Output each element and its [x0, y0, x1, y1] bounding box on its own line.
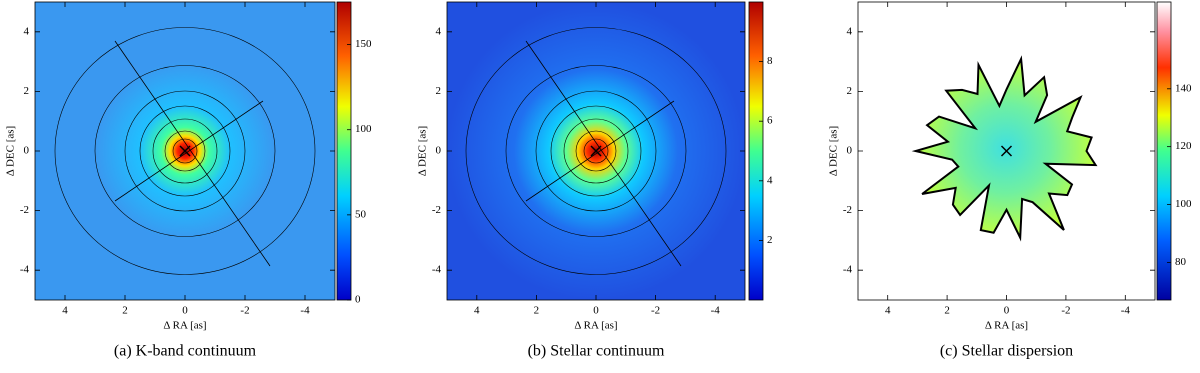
- x-tick-label: 2: [534, 305, 540, 317]
- y-tick-label: -4: [432, 264, 442, 276]
- contour: [535, 90, 657, 212]
- colorbar-tick-label: 120: [1175, 140, 1192, 152]
- y-tick-label: -2: [843, 204, 852, 216]
- y-tick-label: 4: [24, 25, 30, 37]
- y-tick-label: 0: [436, 145, 442, 157]
- y-axis-label: Δ DEC [as]: [5, 126, 17, 176]
- axis-line: [525, 40, 682, 267]
- contour: [54, 27, 316, 275]
- x-tick-label: -2: [651, 305, 660, 317]
- center-marker: [590, 145, 602, 157]
- colorbar-tick-label: 140: [1175, 82, 1192, 94]
- x-tick-label: 2: [944, 305, 950, 317]
- colorbar-tick-label: 4: [767, 174, 773, 186]
- x-tick-label: 0: [593, 305, 599, 317]
- y-tick-label: -4: [20, 264, 30, 276]
- y-tick-label: -4: [843, 264, 853, 276]
- colorbar: [336, 1, 352, 301]
- colorbar-tick-label: 0: [355, 294, 361, 306]
- y-tick-label: -2: [20, 204, 29, 216]
- caption: (c) Stellar dispersion: [940, 343, 1073, 360]
- x-axis-label: Δ RA [as]: [163, 320, 206, 332]
- x-tick-label: -2: [240, 305, 249, 317]
- x-tick-label: -4: [711, 305, 721, 317]
- x-tick-label: 4: [885, 305, 891, 317]
- contour: [505, 65, 687, 237]
- caption: (a) K-band continuum: [114, 343, 257, 360]
- y-axis-label: Δ DEC [as]: [417, 126, 429, 176]
- y-tick-label: -2: [432, 204, 441, 216]
- contour: [94, 65, 276, 237]
- y-tick-label: 0: [847, 145, 853, 157]
- contour: [583, 138, 609, 164]
- contour: [575, 130, 617, 172]
- x-tick-label: 4: [62, 305, 68, 317]
- colorbar-tick-label: 150: [355, 38, 372, 50]
- colorbar-tick-label: 100: [1175, 198, 1192, 210]
- contour: [172, 138, 198, 164]
- x-tick-label: -4: [1121, 305, 1131, 317]
- contour: [164, 130, 206, 172]
- contour: [465, 27, 727, 275]
- x-tick-label: 2: [122, 305, 128, 317]
- contour: [550, 105, 642, 197]
- center-marker: [179, 145, 191, 157]
- colorbar-tick-label: 8: [767, 55, 773, 67]
- x-axis-label: Δ RA [as]: [574, 320, 617, 332]
- x-tick-label: 4: [474, 305, 480, 317]
- y-tick-label: 4: [436, 25, 442, 37]
- x-axis-label: Δ RA [as]: [985, 320, 1028, 332]
- colorbar: [1156, 1, 1172, 301]
- colorbar-tick-label: 6: [767, 115, 773, 127]
- axis-line: [114, 40, 271, 267]
- y-tick-label: 4: [847, 25, 853, 37]
- center-marker: [1000, 145, 1013, 157]
- colorbar-tick-label: 50: [355, 208, 367, 220]
- colorbar-tick-label: 100: [355, 123, 372, 135]
- x-tick-label: -4: [300, 305, 310, 317]
- y-axis-label: Δ DEC [as]: [828, 126, 840, 176]
- y-tick-label: 0: [24, 145, 30, 157]
- x-tick-label: 0: [182, 305, 188, 317]
- colorbar-tick-label: 2: [767, 234, 773, 246]
- colorbar: [748, 1, 764, 301]
- caption: (b) Stellar continuum: [528, 343, 665, 360]
- contour: [124, 90, 246, 212]
- dispersion-map: [911, 55, 1098, 242]
- x-tick-label: 0: [1004, 305, 1010, 317]
- contour: [563, 118, 629, 184]
- y-tick-label: 2: [24, 85, 30, 97]
- colorbar-tick-label: 80: [1175, 256, 1187, 268]
- axis-line: [114, 100, 264, 202]
- contour: [152, 118, 218, 184]
- y-tick-label: 2: [436, 85, 442, 97]
- contour: [139, 105, 231, 197]
- y-tick-label: 2: [847, 85, 853, 97]
- x-tick-label: -2: [1061, 305, 1070, 317]
- axis-line: [525, 100, 675, 202]
